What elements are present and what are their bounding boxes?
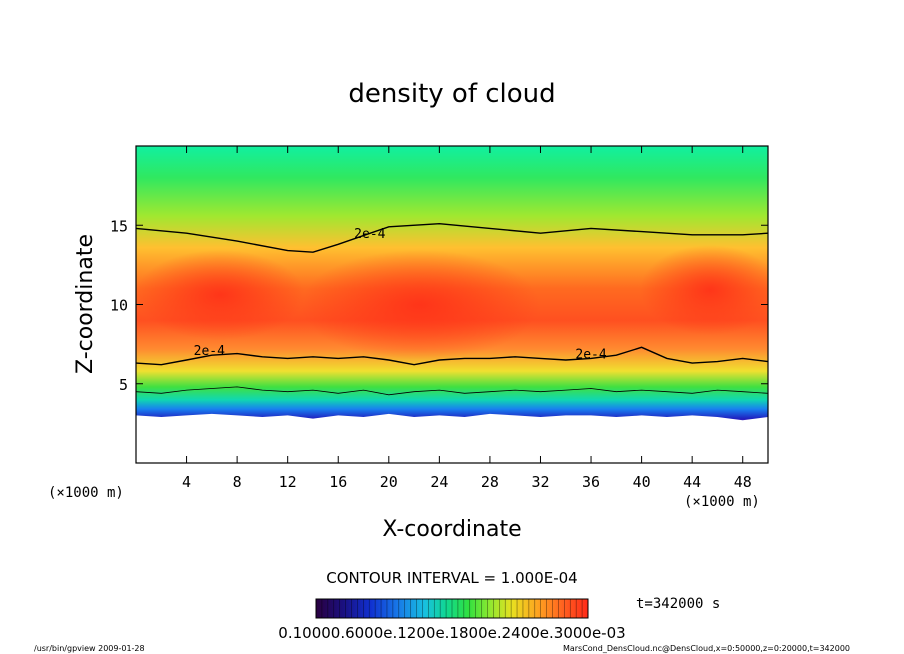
footer-right: MarsCond_DensCloud.nc@DensCloud,x=0:5000… xyxy=(563,644,850,653)
chart-title: density of cloud xyxy=(348,79,555,109)
hotspot-left xyxy=(136,250,305,340)
x-axis-label: X-coordinate xyxy=(382,517,521,542)
x-tick-label-1: 8 xyxy=(233,473,242,491)
y-tick-label-2: 15 xyxy=(110,217,128,235)
hotspot-right xyxy=(640,245,768,335)
contour-upper-2e-4 xyxy=(135,222,769,253)
x-tick-label-9: 40 xyxy=(633,473,651,491)
x-tick-label-0: 4 xyxy=(182,473,191,491)
x-tick-label-8: 36 xyxy=(582,473,600,491)
x-tick-label-7: 32 xyxy=(531,473,549,491)
x-tick-label-4: 20 xyxy=(380,473,398,491)
x-tick-label-6: 28 xyxy=(481,473,499,491)
x-tick-label-2: 12 xyxy=(279,473,297,491)
contour-label-0: 2e-4 xyxy=(354,227,385,242)
contour-label-2: 2e-4 xyxy=(575,347,606,362)
contour-interval-text: CONTOUR INTERVAL = 1.000E-04 xyxy=(326,569,577,587)
colorbar-ticks xyxy=(321,599,583,618)
x-tick-label-11: 48 xyxy=(734,473,752,491)
below-cloud-region xyxy=(136,413,768,463)
hotspot-center xyxy=(300,250,540,360)
x-tick-label-10: 44 xyxy=(683,473,701,491)
colorbar-labels: 0.10000.6000e.1200e.1800e.2400e.3000e-03 xyxy=(278,624,625,642)
y-axis-units: (×1000 m) xyxy=(48,485,124,501)
y-axis-label: Z-coordinate xyxy=(73,234,98,374)
footer-left: /usr/bin/gpview 2009-01-28 xyxy=(34,644,145,653)
heatmap-field xyxy=(136,146,768,463)
contour-label-1: 2e-4 xyxy=(194,344,225,359)
time-label: t=342000 s xyxy=(636,596,720,612)
y-tick-label-1: 10 xyxy=(110,297,128,315)
x-tick-label-5: 24 xyxy=(430,473,448,491)
contour-labels: 2e-4 2e-4 2e-4 xyxy=(194,227,607,362)
contour-lower-1e-4 xyxy=(135,386,769,396)
y-tick-label-0: 5 xyxy=(119,376,128,394)
contour-lower-2e-4 xyxy=(135,346,769,366)
x-axis-units: (×1000 m) xyxy=(684,494,760,510)
x-tick-label-3: 16 xyxy=(329,473,347,491)
